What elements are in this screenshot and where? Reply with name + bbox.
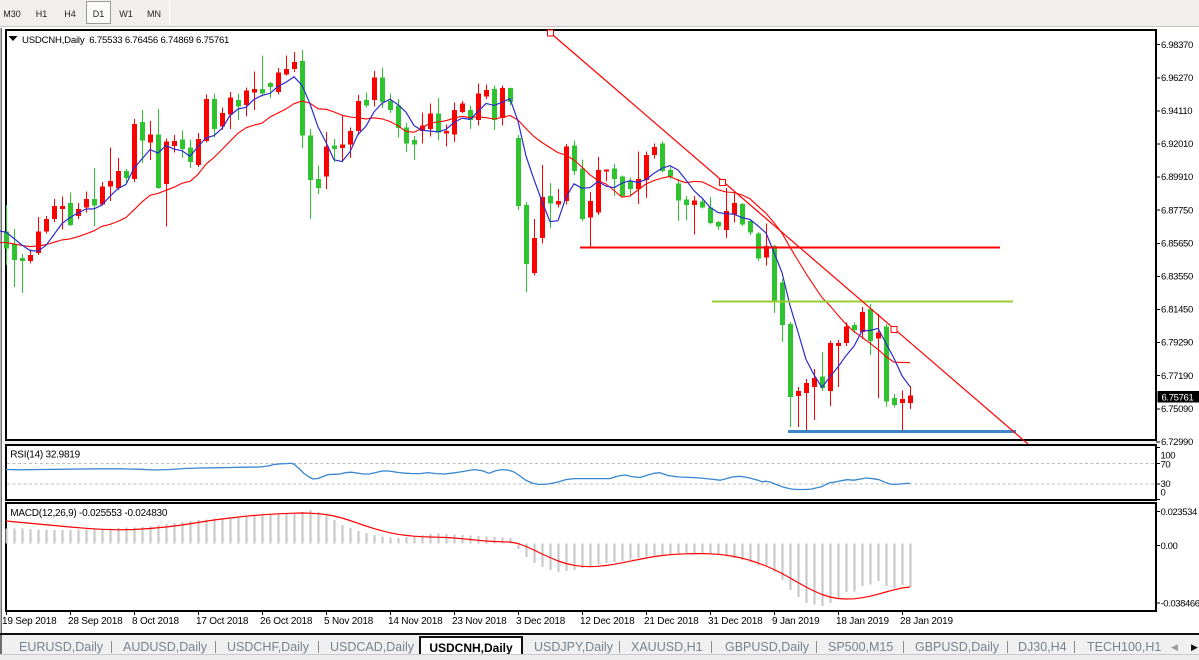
svg-text:6.72990: 6.72990 bbox=[1161, 437, 1193, 448]
svg-text:0.00: 0.00 bbox=[1161, 541, 1178, 552]
svg-text:6.87750: 6.87750 bbox=[1161, 205, 1193, 216]
svg-text:6.77190: 6.77190 bbox=[1161, 371, 1193, 382]
svg-text:RSI(14) 32.9819: RSI(14) 32.9819 bbox=[10, 450, 80, 461]
svg-text:0.023534: 0.023534 bbox=[1161, 507, 1198, 518]
svg-text:9 Jan 2019: 9 Jan 2019 bbox=[772, 616, 820, 627]
svg-text:-0.038466: -0.038466 bbox=[1161, 599, 1199, 610]
svg-text:6.89910: 6.89910 bbox=[1161, 172, 1193, 183]
svg-text:31 Dec 2018: 31 Dec 2018 bbox=[708, 616, 763, 627]
svg-text:6.94110: 6.94110 bbox=[1161, 106, 1192, 117]
svg-text:19 Sep 2018: 19 Sep 2018 bbox=[2, 616, 57, 627]
svg-text:18 Jan 2019: 18 Jan 2019 bbox=[836, 616, 889, 627]
svg-text:8 Oct 2018: 8 Oct 2018 bbox=[132, 616, 180, 627]
svg-text:5 Nov 2018: 5 Nov 2018 bbox=[324, 616, 374, 627]
svg-text:USDCNH,Daily 6.75533 6.76456: USDCNH,Daily 6.75533 6.76456 6.74869 6.7… bbox=[22, 35, 229, 46]
svg-text:0: 0 bbox=[1161, 488, 1166, 499]
svg-text:6.83550: 6.83550 bbox=[1161, 272, 1193, 283]
svg-text:MACD(12,26,9) -0.025553 -0.024: MACD(12,26,9) -0.025553 -0.024830 bbox=[10, 508, 168, 519]
svg-text:6.98370: 6.98370 bbox=[1161, 40, 1193, 51]
svg-text:30: 30 bbox=[1161, 479, 1171, 490]
svg-text:28 Jan 2019: 28 Jan 2019 bbox=[900, 616, 953, 627]
svg-text:3 Dec 2018: 3 Dec 2018 bbox=[516, 616, 566, 627]
svg-text:70: 70 bbox=[1161, 460, 1171, 471]
svg-text:14 Nov 2018: 14 Nov 2018 bbox=[388, 616, 443, 627]
svg-text:100: 100 bbox=[1161, 451, 1176, 462]
svg-text:23 Nov 2018: 23 Nov 2018 bbox=[452, 616, 507, 627]
svg-text:6.96270: 6.96270 bbox=[1161, 73, 1193, 84]
svg-text:26 Oct 2018: 26 Oct 2018 bbox=[260, 616, 313, 627]
svg-text:17 Oct 2018: 17 Oct 2018 bbox=[196, 616, 249, 627]
svg-text:12 Dec 2018: 12 Dec 2018 bbox=[580, 616, 635, 627]
svg-text:28 Sep 2018: 28 Sep 2018 bbox=[68, 616, 123, 627]
svg-text:6.85650: 6.85650 bbox=[1161, 238, 1193, 249]
svg-text:6.79290: 6.79290 bbox=[1161, 338, 1193, 349]
svg-text:6.92010: 6.92010 bbox=[1161, 139, 1193, 150]
svg-text:6.75090: 6.75090 bbox=[1161, 404, 1193, 415]
svg-text:6.75761: 6.75761 bbox=[1162, 392, 1194, 403]
svg-text:21 Dec 2018: 21 Dec 2018 bbox=[644, 616, 699, 627]
svg-text:6.81450: 6.81450 bbox=[1161, 305, 1193, 316]
